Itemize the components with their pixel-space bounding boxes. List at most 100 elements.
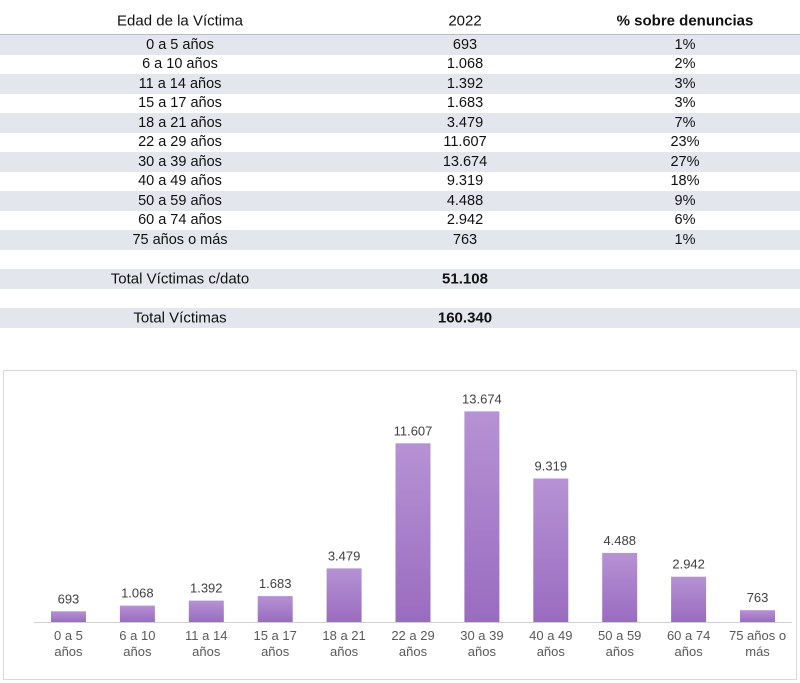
bar-0 [51,611,86,622]
cell-age: 40 a 49 años [138,173,222,190]
total-with-data-row: Total Víctimas c/dato 51.108 [0,269,800,289]
table-row: 30 a 39 años 13.674 27% [0,152,800,172]
cell-age: 18 a 21 años [138,114,222,131]
cell-age: 30 a 39 años [138,153,222,170]
data-label-6: 13.674 [462,391,502,406]
x-tick-label-6-0: 30 a 39 [460,628,503,643]
cell-value: 1.068 [446,56,484,73]
bar-2 [188,600,224,622]
cell-age: 50 a 59 años [138,192,222,209]
table-header-row: Edad de la Víctima 2022 % sobre denuncia… [0,8,800,34]
bar-4 [326,568,362,622]
cell-value: 763 [452,231,478,248]
x-tick-label-5-0: 22 a 29 [391,628,434,643]
x-tick-label-1-0: 6 a 10 [119,628,155,643]
data-label-7: 9.319 [535,459,568,474]
total-with-data-value: 51.108 [442,270,488,288]
x-tick-label-1-1: años [123,644,152,659]
data-label-0: 693 [58,591,80,606]
cell-value: 9.319 [446,173,484,190]
table-row: 50 a 59 años 4.488 9% [0,191,800,211]
total-victims-value: 160.340 [437,309,493,327]
cell-value: 3.479 [446,114,484,131]
cell-age: 6 a 10 años [142,56,218,73]
x-tick-label-8-1: años [606,644,635,659]
data-label-5: 11.607 [394,423,433,438]
data-label-9: 2.942 [672,557,705,572]
bar-chart-frame: 693 0 a 5 años 1.068 6 a 10 años 1.392 11 a 14 a… [3,370,797,680]
x-tick-label-3-1: años [261,644,290,659]
cell-percent: 6% [674,212,696,229]
total-victims-row: Total Víctimas 160.340 [0,308,800,328]
x-tick-label-3-0: 15 a 17 [253,628,296,643]
x-tick-label-6-1: años [468,644,497,659]
table-row: 18 a 21 años 3.479 7% [0,113,800,133]
total-victims-label: Total Víctimas [133,309,227,327]
header-age: Edad de la Víctima [117,12,243,30]
x-tick-label-7-1: años [537,644,566,659]
cell-percent: 9% [674,192,696,209]
bar-8 [602,552,638,622]
data-label-4: 3.479 [328,548,361,563]
x-tick-label-9-0: 60 a 74 [667,628,710,643]
total-with-data-label: Total Víctimas c/dato [110,270,250,288]
table-row: 0 a 5 años 693 1% [0,34,800,55]
x-tick-label-9-1: años [675,644,704,659]
data-label-1: 1.068 [121,586,154,601]
cell-value: 11.607 [443,134,487,151]
bar-9 [671,576,707,622]
cell-age: 22 a 29 años [138,134,222,151]
victims-age-table: Edad de la Víctima 2022 % sobre denuncia… [0,8,800,328]
cell-value: 2.942 [446,212,484,229]
x-tick-label-10-0: 75 años o [729,628,786,643]
bar-7 [533,478,569,622]
table-row: 40 a 49 años 9.319 18% [0,172,800,192]
x-tick-label-4-0: 18 a 21 [322,628,365,643]
table-row: 75 años o más 763 1% [0,230,800,250]
data-label-2: 1.392 [190,581,223,596]
x-tick-label-7-0: 40 a 49 [529,628,572,643]
cell-percent: 3% [674,75,696,92]
cell-percent: 1% [674,231,696,248]
x-tick-label-5-1: años [399,644,428,659]
cell-value: 693 [452,36,478,53]
bar-3 [257,596,293,622]
header-percent: % sobre denuncias [616,12,754,30]
x-tick-label-4-1: años [330,644,359,659]
x-tick-label-0-1: años [54,644,83,659]
table-row: 11 a 14 años 1.392 3% [0,74,800,94]
cell-age: 75 años o más [132,231,228,248]
cell-value: 13.674 [442,153,488,170]
cell-percent: 2% [674,56,696,73]
bar-10 [740,610,775,622]
cell-age: 11 a 14 años [138,75,222,92]
table-row: 6 a 10 años 1.068 2% [0,55,800,75]
data-label-8: 4.488 [603,533,636,548]
cell-value: 1.392 [446,75,484,92]
cell-percent: 27% [670,153,700,170]
cell-value: 4.488 [446,192,484,209]
x-tick-label-8-0: 50 a 59 [598,628,641,643]
cell-percent: 1% [674,36,696,53]
x-tick-label-0-0: 0 a 5 [54,628,83,643]
bar-6 [464,411,500,622]
table-row: 22 a 29 años 11.607 23% [0,133,800,153]
cell-age: 0 a 5 años [146,36,214,53]
cell-age: 15 a 17 años [138,95,222,112]
cell-percent: 7% [674,114,696,131]
header-year: 2022 [448,12,482,30]
bar-1 [119,605,155,622]
cell-value: 1.683 [446,95,484,112]
x-tick-label-2-1: años [192,644,221,659]
table-row: 60 a 74 años 2.942 6% [0,211,800,231]
x-tick-label-2-0: 11 a 14 [185,628,227,643]
cell-age: 60 a 74 años [138,212,222,229]
cell-percent: 23% [670,134,700,151]
cell-percent: 3% [674,95,696,112]
data-label-10: 763 [747,590,769,605]
bar-5 [395,443,431,622]
table-body: 0 a 5 años 693 1% 6 a 10 años 1.068 2% 11 a 14… [0,34,800,250]
cell-percent: 18% [670,173,700,190]
data-label-3: 1.683 [259,576,292,591]
